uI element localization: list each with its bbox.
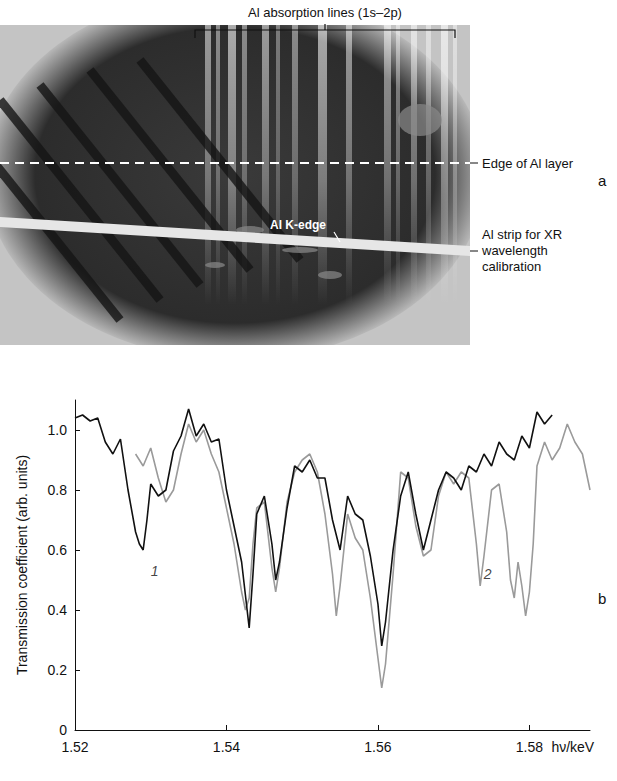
- svg-text:Transmission coefficient (arb.: Transmission coefficient (arb. units): [14, 455, 30, 675]
- svg-text:0.6: 0.6: [48, 542, 68, 558]
- svg-text:1.54: 1.54: [213, 739, 240, 755]
- svg-text:1.0: 1.0: [48, 422, 68, 438]
- svg-text:2: 2: [483, 566, 492, 582]
- svg-text:Al absorption lines (1s–2p): Al absorption lines (1s–2p): [248, 5, 402, 20]
- svg-text:1.56: 1.56: [364, 739, 391, 755]
- svg-text:1: 1: [151, 563, 159, 579]
- svg-text:hν/keV: hν/keV: [551, 739, 594, 755]
- svg-text:0.4: 0.4: [48, 602, 68, 618]
- svg-text:1.58: 1.58: [516, 739, 543, 755]
- svg-text:Al strip for XRwavelengthcalib: Al strip for XRwavelengthcalibration: [481, 227, 562, 274]
- svg-text:Edge of Al layer: Edge of Al layer: [482, 156, 574, 171]
- html-text:a: a: [598, 172, 607, 189]
- svg-text:0.8: 0.8: [48, 482, 68, 498]
- svg-text:1.52: 1.52: [61, 739, 88, 755]
- html-text:b: b: [598, 590, 607, 607]
- svg-text:0: 0: [59, 722, 67, 738]
- svg-text:0.2: 0.2: [48, 662, 68, 678]
- svg-text:Al K-edge: Al K-edge: [270, 218, 326, 232]
